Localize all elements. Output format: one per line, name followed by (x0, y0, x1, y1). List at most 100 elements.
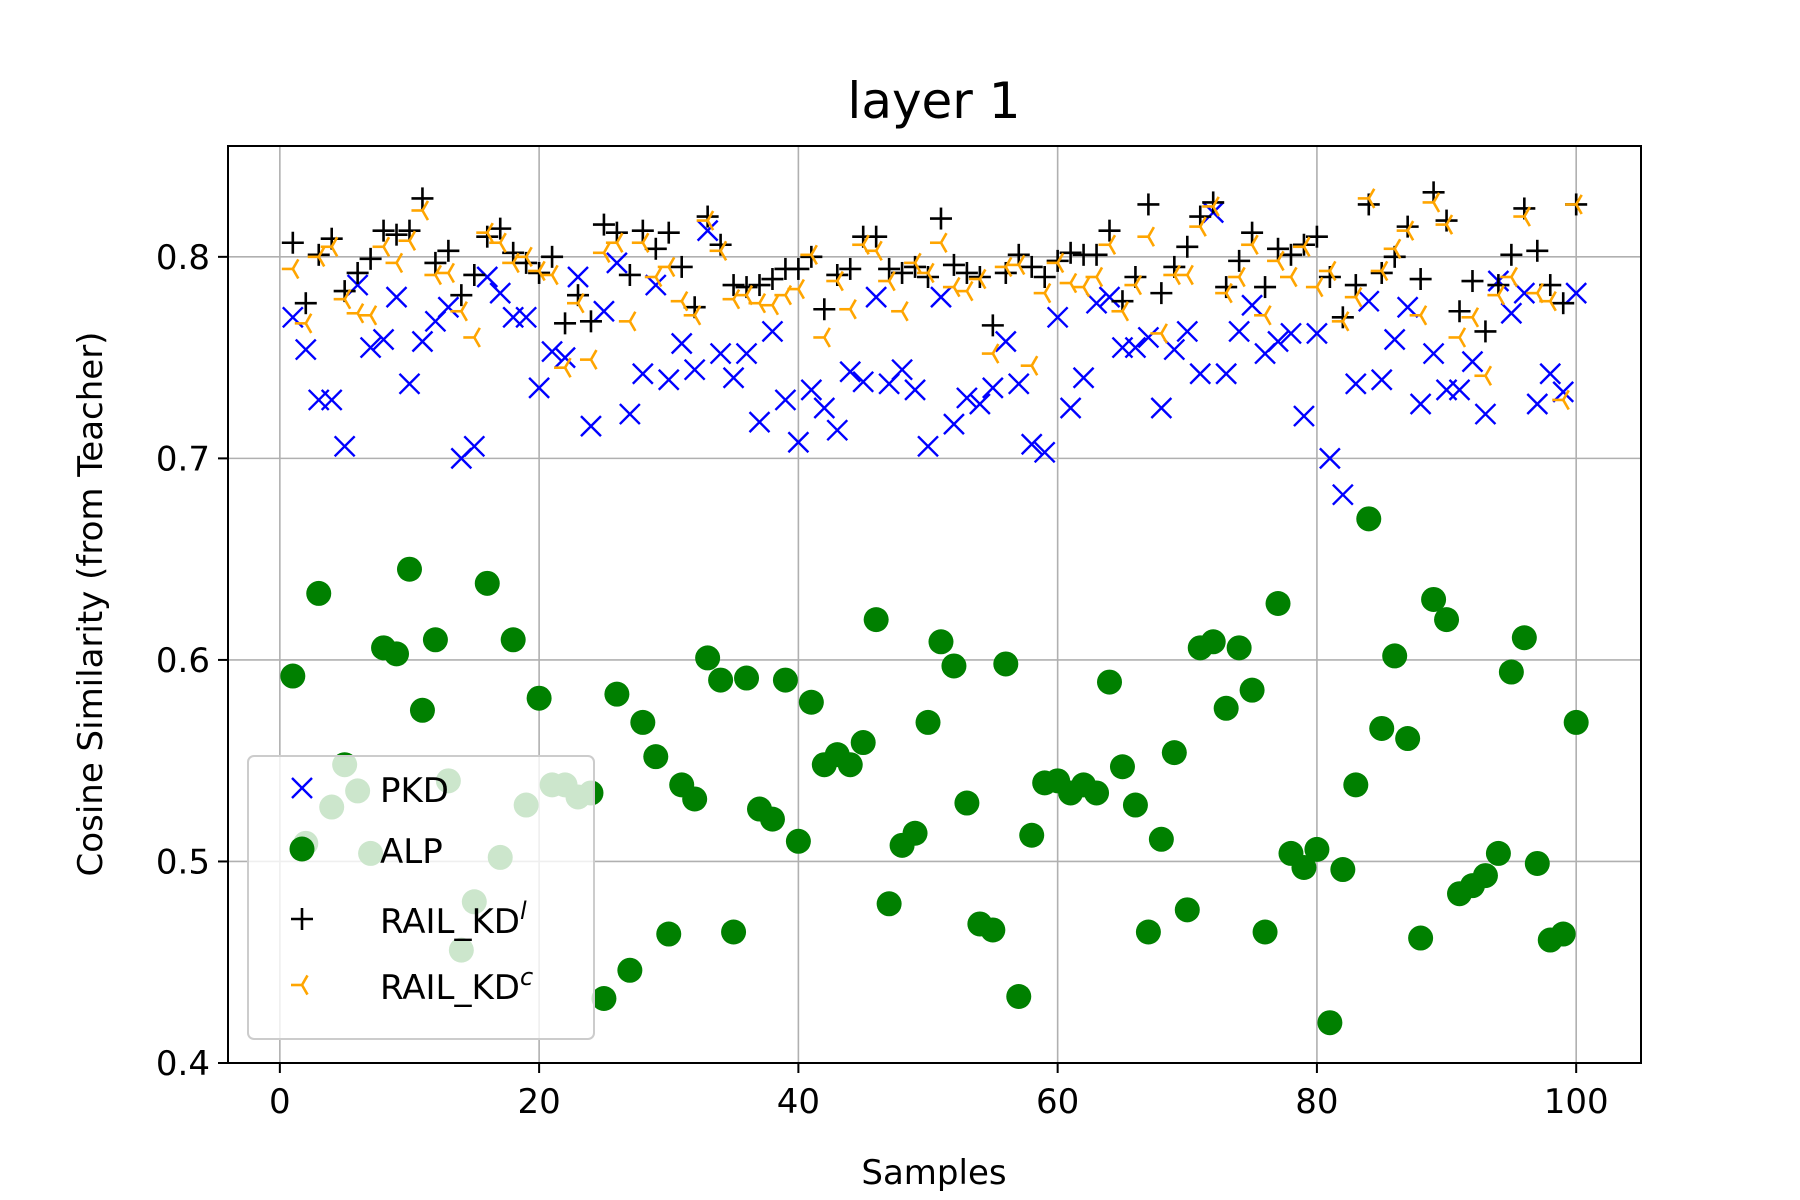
data-point (941, 653, 967, 679)
data-point (930, 286, 952, 309)
data-point (1472, 863, 1498, 889)
data-point (683, 305, 702, 326)
data-point (579, 349, 598, 370)
data-point (1474, 365, 1493, 386)
data-point (1020, 355, 1039, 376)
data-point (554, 312, 577, 335)
data-point (1137, 326, 1160, 349)
series-2 (281, 181, 1588, 343)
data-point (839, 360, 862, 383)
data-point (929, 207, 952, 230)
data-point (1046, 306, 1069, 329)
data-point (1500, 302, 1523, 325)
data-point (1448, 327, 1467, 348)
x-axis-title: Samples (861, 1153, 1006, 1193)
data-point (422, 627, 448, 653)
data-point (787, 278, 806, 300)
data-point (721, 919, 747, 945)
data-point (1006, 983, 1032, 1009)
data-point (917, 262, 935, 284)
data-point (955, 280, 974, 302)
data-point (437, 262, 456, 284)
data-point (554, 357, 572, 378)
data-point (1241, 221, 1264, 244)
data-point (515, 246, 533, 268)
data-point (463, 435, 486, 458)
data-point (1526, 393, 1549, 415)
data-point (1292, 236, 1311, 257)
data-point (1007, 372, 1030, 395)
data-point (592, 242, 611, 264)
data-point (1344, 372, 1367, 395)
data-point (1563, 709, 1589, 735)
data-point (1163, 264, 1181, 286)
data-point (474, 570, 500, 596)
data-point (385, 252, 404, 274)
data-point (1552, 381, 1575, 403)
data-point (567, 266, 589, 288)
legend-marker (291, 974, 309, 996)
y-tick-label: 0.4 (156, 1044, 210, 1084)
data-point (656, 921, 682, 947)
data-point (1461, 307, 1480, 328)
data-point (1369, 715, 1395, 741)
data-point (1409, 268, 1432, 291)
data-point (1239, 677, 1265, 703)
data-point (1228, 266, 1246, 288)
data-point (1552, 389, 1570, 411)
data-point (346, 303, 365, 324)
data-point (1150, 397, 1173, 419)
data-point (928, 629, 954, 655)
data-point (904, 252, 922, 274)
data-point (917, 266, 940, 288)
data-point (1033, 441, 1056, 464)
data-point (463, 327, 481, 348)
data-point (774, 389, 797, 411)
data-point (904, 379, 926, 401)
data-point (1148, 826, 1174, 852)
data-point (294, 338, 317, 361)
data-point (1409, 393, 1432, 415)
data-point (1461, 270, 1484, 293)
data-point (333, 435, 356, 458)
data-point (1176, 264, 1194, 286)
data-point (1046, 252, 1065, 274)
data-point (333, 288, 352, 310)
data-point (580, 415, 602, 437)
data-point (994, 330, 1017, 353)
data-point (1085, 243, 1108, 266)
data-point (785, 828, 811, 854)
data-point (1513, 282, 1536, 304)
data-point (670, 332, 693, 355)
data-point (1331, 311, 1350, 332)
data-point (1343, 772, 1369, 798)
data-point (424, 264, 443, 286)
data-point (1122, 792, 1148, 818)
data-point (1163, 338, 1186, 361)
data-point (1098, 219, 1121, 242)
x-tick-label: 20 (517, 1082, 560, 1122)
data-point (1565, 282, 1588, 304)
legend-marker (289, 836, 315, 862)
data-point (1215, 282, 1233, 304)
data-point (1137, 193, 1160, 216)
y-tick-label: 0.6 (156, 641, 210, 681)
data-point (709, 240, 728, 262)
data-point (1305, 276, 1324, 298)
data-point (1357, 290, 1380, 313)
data-point (1370, 368, 1393, 391)
data-point (709, 342, 732, 365)
legend-box (247, 755, 595, 1040)
data-point (1098, 286, 1121, 309)
data-point (1293, 405, 1315, 427)
data-point (1176, 235, 1199, 258)
data-point (865, 240, 883, 262)
data-point (696, 210, 715, 231)
data-point (1448, 379, 1471, 401)
data-point (579, 310, 602, 333)
data-point (1395, 726, 1421, 752)
data-point (306, 580, 332, 606)
data-point (1007, 243, 1030, 266)
data-point (1174, 897, 1200, 923)
data-point (1124, 336, 1147, 359)
